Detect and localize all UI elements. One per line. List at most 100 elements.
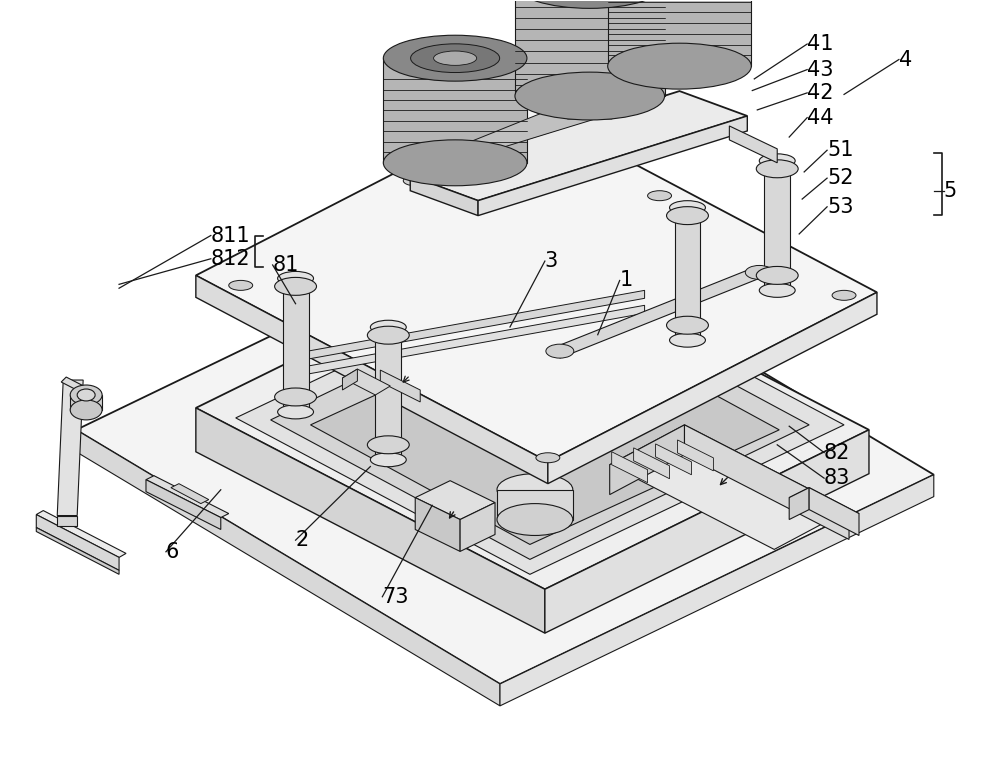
Polygon shape xyxy=(61,377,101,400)
Polygon shape xyxy=(196,248,869,589)
Polygon shape xyxy=(380,370,420,402)
Text: 53: 53 xyxy=(827,197,854,217)
Polygon shape xyxy=(415,481,495,520)
Polygon shape xyxy=(311,310,779,545)
Ellipse shape xyxy=(411,44,500,72)
Polygon shape xyxy=(610,425,849,549)
Text: 6: 6 xyxy=(166,541,179,562)
Ellipse shape xyxy=(745,265,773,279)
Ellipse shape xyxy=(756,266,798,285)
Polygon shape xyxy=(196,408,545,633)
Ellipse shape xyxy=(608,44,751,89)
Polygon shape xyxy=(342,369,357,390)
Polygon shape xyxy=(236,268,844,574)
Polygon shape xyxy=(36,510,126,557)
Ellipse shape xyxy=(367,326,409,344)
Polygon shape xyxy=(271,286,809,559)
Ellipse shape xyxy=(229,280,253,290)
Ellipse shape xyxy=(759,154,795,168)
Ellipse shape xyxy=(278,272,314,286)
Polygon shape xyxy=(76,221,934,684)
Text: 5: 5 xyxy=(944,181,957,202)
Polygon shape xyxy=(675,208,700,340)
Text: 3: 3 xyxy=(545,251,558,271)
Polygon shape xyxy=(342,369,390,395)
Text: 44: 44 xyxy=(807,107,834,128)
Polygon shape xyxy=(57,516,77,525)
Ellipse shape xyxy=(383,35,527,81)
Ellipse shape xyxy=(383,140,527,186)
Polygon shape xyxy=(57,380,83,516)
Ellipse shape xyxy=(756,159,798,177)
Polygon shape xyxy=(196,106,877,461)
Ellipse shape xyxy=(515,0,665,9)
Polygon shape xyxy=(415,498,460,552)
Ellipse shape xyxy=(670,201,705,215)
Polygon shape xyxy=(410,91,747,201)
Ellipse shape xyxy=(497,503,573,535)
Polygon shape xyxy=(684,425,849,539)
Polygon shape xyxy=(36,514,119,570)
Polygon shape xyxy=(729,126,777,163)
Polygon shape xyxy=(789,488,809,520)
Text: 811: 811 xyxy=(211,226,250,246)
Ellipse shape xyxy=(70,400,102,420)
Polygon shape xyxy=(283,279,309,412)
Polygon shape xyxy=(146,480,221,530)
Polygon shape xyxy=(500,475,934,706)
Ellipse shape xyxy=(670,333,705,347)
Text: 42: 42 xyxy=(807,83,834,103)
Ellipse shape xyxy=(667,317,708,335)
Ellipse shape xyxy=(77,389,95,401)
Text: 2: 2 xyxy=(296,530,309,550)
Ellipse shape xyxy=(275,388,317,406)
Polygon shape xyxy=(286,290,645,363)
Polygon shape xyxy=(764,161,790,290)
Polygon shape xyxy=(36,527,119,574)
Ellipse shape xyxy=(370,321,406,335)
Text: 1: 1 xyxy=(620,271,633,290)
Polygon shape xyxy=(497,489,573,520)
Polygon shape xyxy=(545,430,869,633)
Ellipse shape xyxy=(403,176,427,186)
Text: 812: 812 xyxy=(211,249,250,268)
Polygon shape xyxy=(419,109,628,163)
Ellipse shape xyxy=(367,436,409,454)
Polygon shape xyxy=(375,328,401,460)
Polygon shape xyxy=(383,58,527,163)
Polygon shape xyxy=(171,484,209,503)
Polygon shape xyxy=(678,440,713,471)
Ellipse shape xyxy=(759,283,795,297)
Text: 41: 41 xyxy=(807,34,834,54)
Ellipse shape xyxy=(434,51,477,65)
Polygon shape xyxy=(612,452,648,482)
Text: 4: 4 xyxy=(899,50,912,69)
Text: 73: 73 xyxy=(382,587,409,607)
Ellipse shape xyxy=(370,453,406,467)
Text: 51: 51 xyxy=(827,140,854,160)
Ellipse shape xyxy=(275,278,317,296)
Ellipse shape xyxy=(536,453,560,463)
Ellipse shape xyxy=(546,344,574,358)
Polygon shape xyxy=(789,488,859,524)
Ellipse shape xyxy=(278,405,314,419)
Text: 83: 83 xyxy=(824,468,850,488)
Ellipse shape xyxy=(497,474,573,506)
Polygon shape xyxy=(196,275,548,484)
Polygon shape xyxy=(460,503,495,552)
Polygon shape xyxy=(656,444,691,475)
Text: 81: 81 xyxy=(273,255,299,275)
Text: 43: 43 xyxy=(807,60,834,79)
Polygon shape xyxy=(634,448,670,478)
Polygon shape xyxy=(809,488,859,535)
Ellipse shape xyxy=(648,191,672,201)
Polygon shape xyxy=(70,395,102,410)
Polygon shape xyxy=(410,176,478,216)
Polygon shape xyxy=(478,116,747,216)
Polygon shape xyxy=(608,0,751,66)
Polygon shape xyxy=(610,425,684,495)
Polygon shape xyxy=(548,293,877,484)
Ellipse shape xyxy=(667,207,708,225)
Text: 82: 82 xyxy=(824,443,850,463)
Polygon shape xyxy=(286,305,645,378)
